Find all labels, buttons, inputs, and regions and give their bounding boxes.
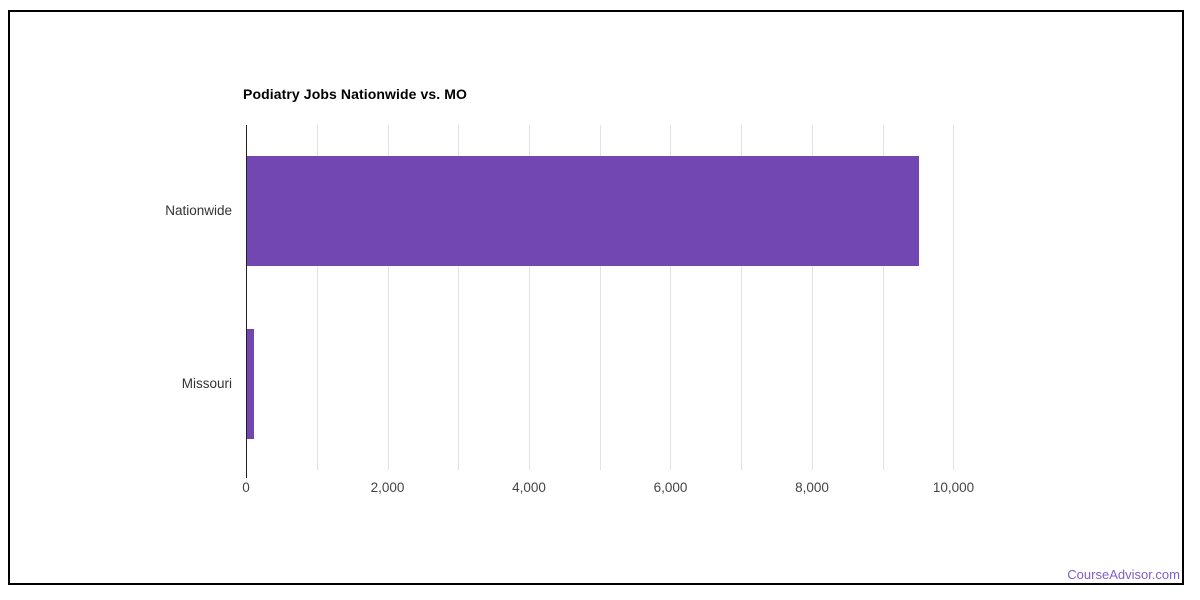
gridline [883,125,884,470]
bar-nationwide [247,156,919,267]
x-tick-label: 4,000 [512,480,546,495]
bar-missouri [247,328,254,439]
x-tick-label: 0 [242,480,250,495]
gridline [741,125,742,470]
x-tick-label: 8,000 [795,480,829,495]
gridline [317,125,318,470]
category-label-nationwide: Nationwide [165,203,232,219]
plot-area [246,125,1010,478]
x-tick-label: 10,000 [932,480,975,495]
x-tick-label: 6,000 [653,480,688,495]
gridline [388,125,389,470]
attribution-link[interactable]: CourseAdvisor.com [1067,567,1180,582]
category-label-missouri: Missouri [181,375,232,391]
gridline [670,125,671,470]
gridline [458,125,459,470]
x-axis-baseline [246,125,247,478]
gridline [953,125,954,470]
gridline [812,125,813,470]
gridline [600,125,601,470]
x-tick-label: 2,000 [370,480,405,495]
gridline [529,125,530,470]
chart-title: Podiatry Jobs Nationwide vs. MO [243,86,468,102]
